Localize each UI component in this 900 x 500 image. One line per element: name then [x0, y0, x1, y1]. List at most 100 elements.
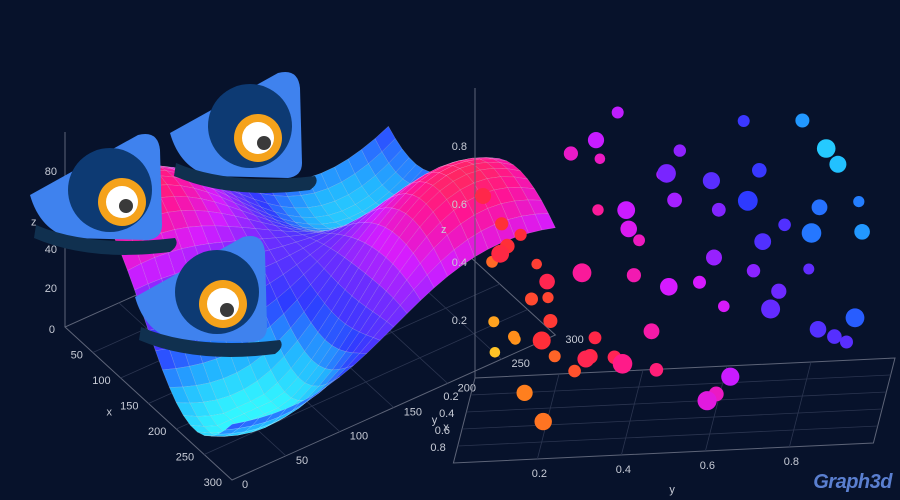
scatter-point: [754, 233, 772, 251]
scatter-grid-line: [457, 425, 878, 447]
scatter-point: [811, 199, 828, 216]
scatter-point: [594, 153, 606, 165]
scatter-y-tick-label: 0.2: [532, 468, 547, 480]
scatter-point: [746, 264, 761, 278]
mascot-icon: [170, 72, 317, 193]
scatter-point: [697, 391, 717, 411]
scatter-point: [534, 412, 552, 431]
scatter-point: [829, 155, 847, 173]
mascot-group: [30, 72, 317, 357]
scatter-point: [488, 316, 500, 328]
surface-x-tick-label: 300: [204, 477, 222, 489]
surface-x-tick-label: 200: [148, 426, 166, 438]
scatter-point: [752, 163, 767, 178]
scatter-point: [718, 300, 730, 313]
scatter-point: [809, 321, 827, 338]
scatter-point: [592, 204, 604, 216]
scatter-point: [491, 244, 510, 263]
scatter-point: [803, 263, 815, 275]
mascot-icon: [135, 236, 282, 357]
scatter-floor: [452, 357, 896, 464]
scatter-grid-line: [466, 391, 887, 413]
surface-x-tick-label: 50: [71, 350, 83, 362]
scatter-point: [514, 228, 527, 241]
scatter-point: [611, 106, 624, 119]
scatter-y-tick-label: 0.6: [700, 460, 715, 472]
scatter-point: [737, 190, 758, 211]
scatter-point: [711, 202, 726, 217]
scatter-point: [617, 201, 636, 220]
scatter-grid-line: [789, 361, 812, 448]
scatter-point: [721, 367, 740, 386]
scatter-point: [572, 263, 592, 283]
scatter-points: [475, 106, 870, 431]
scatter-y-tick-label: 0.4: [616, 464, 631, 476]
surface-y-axis-label: y: [432, 415, 438, 427]
surface-cell: [224, 421, 247, 431]
scatter-point: [706, 249, 722, 266]
scatter-point: [657, 164, 676, 183]
surface-cell: [264, 408, 287, 423]
scatter-point: [577, 350, 595, 368]
surface-z-tick-label: 40: [45, 244, 57, 256]
scatter-grid-line: [621, 369, 644, 456]
scatter-point: [516, 384, 533, 401]
surface-z-tick-label: 80: [45, 166, 57, 178]
surface-x-tick-label: 250: [176, 452, 194, 464]
scatter-point: [840, 335, 853, 349]
scatter-point: [531, 258, 542, 270]
scatter-point: [563, 146, 579, 161]
scatter-z-tick-label: 0.2: [452, 315, 467, 327]
surface-cell: [426, 261, 448, 289]
scatter-point: [827, 329, 842, 344]
scatter-point: [660, 278, 678, 296]
scatter-point: [525, 292, 538, 306]
scatter-point: [475, 188, 491, 204]
brand-logo: Graph3d: [813, 471, 892, 493]
scatter-point: [542, 292, 554, 304]
scatter-point: [816, 139, 836, 158]
scatter-point: [771, 283, 787, 299]
surface-y-tick-label: 250: [512, 358, 530, 370]
surface-z-tick-label: 20: [45, 283, 57, 295]
scatter-point: [612, 354, 633, 374]
surface-cell: [345, 352, 368, 369]
surface-mesh: [64, 125, 556, 437]
scatter-x-tick-label: 0.8: [430, 442, 445, 454]
scatter-x-tick-label: 0.4: [439, 408, 454, 420]
surface-y-tick-label: 300: [565, 334, 583, 346]
scatter-y-axis-label: y: [669, 484, 675, 496]
scatter-grid-line: [470, 374, 891, 396]
scatter-point: [495, 217, 509, 231]
scatter-point: [588, 331, 602, 345]
surface-x-tick-label: 100: [92, 375, 110, 387]
surface-cell: [413, 274, 435, 301]
scatter-z-tick-label: 0.4: [452, 257, 467, 269]
scatter-point: [778, 218, 791, 232]
surface-z-axis-label: z: [31, 217, 37, 229]
scatter-x-tick-label: 0.6: [435, 425, 450, 437]
scatter-point: [702, 172, 721, 190]
surface-x-tick-label: 150: [120, 401, 138, 413]
scatter-x-tick-label: 0.2: [443, 391, 458, 403]
scatter-point: [643, 323, 660, 340]
scatter-point: [620, 220, 637, 238]
surface-cell: [332, 365, 354, 382]
scatter-point: [633, 234, 645, 247]
scatter-point: [626, 268, 642, 283]
surface-cell: [319, 376, 340, 393]
scatter-point: [673, 144, 686, 157]
scatter-point: [489, 347, 501, 358]
scatter-point: [761, 299, 781, 319]
scatter-z-tick-label: 0.6: [452, 199, 467, 211]
surface-y-tick-label: 0: [242, 479, 248, 491]
scatter-y-tick-label: 0.8: [784, 456, 799, 468]
scatter-point: [548, 350, 561, 363]
scatter-point: [568, 364, 581, 378]
surface-cell: [386, 305, 408, 328]
mascot-icon: [30, 134, 177, 255]
surface-cell: [251, 413, 273, 427]
